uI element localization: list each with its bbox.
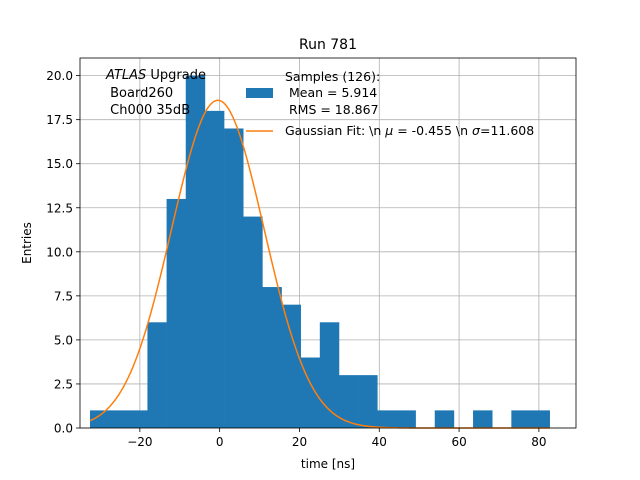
legend-patch-samples xyxy=(246,88,273,98)
histogram-bar xyxy=(473,410,493,428)
histogram-bar xyxy=(262,287,282,428)
histogram-bar xyxy=(530,410,550,428)
y-tick-label: 2.5 xyxy=(54,377,73,391)
histogram-bar xyxy=(128,410,148,428)
histogram-bar xyxy=(185,75,206,428)
histogram-bar xyxy=(434,410,455,428)
histogram-bar xyxy=(319,322,340,428)
atlas-annotation: ATLAS Upgrade Board260 Ch000 35dB xyxy=(105,68,206,118)
legend: Samples (126): Mean = 5.914 RMS = 18.867… xyxy=(246,69,534,138)
y-tick-label: 0.0 xyxy=(54,422,73,436)
legend-fit-text-b: = -0.455 \n xyxy=(393,123,472,138)
histogram-bar xyxy=(338,375,359,428)
histogram-bar xyxy=(166,198,187,428)
legend-samples-line-1: Samples (126): xyxy=(285,69,380,84)
y-tick-label: 20.0 xyxy=(46,69,73,83)
annotation-line-1: ATLAS Upgrade xyxy=(105,68,206,83)
y-tick-label: 7.5 xyxy=(54,289,73,303)
annotation-atlas: ATLAS xyxy=(105,68,146,83)
x-tick-label: 0 xyxy=(216,435,224,449)
x-axis-label: time [ns] xyxy=(301,457,355,471)
y-tick-label: 15.0 xyxy=(46,157,73,171)
y-tick-label: 12.5 xyxy=(46,201,73,215)
chart-title: Run 781 xyxy=(299,37,357,53)
histogram-bars xyxy=(89,75,550,428)
x-tick-label: −20 xyxy=(127,435,152,449)
histogram-bar xyxy=(224,128,244,428)
legend-fit-text-c: =11.608 xyxy=(480,123,534,138)
histogram-bar xyxy=(511,410,531,428)
histogram-bar xyxy=(243,216,263,428)
legend-fit-sigma: σ xyxy=(472,123,481,138)
legend-fit-mu: μ xyxy=(384,123,393,138)
annotation-upgrade: Upgrade xyxy=(146,68,206,83)
plot-frame xyxy=(79,57,577,429)
histogram-bar xyxy=(109,410,129,428)
annotation-line-3: Ch000 35dB xyxy=(106,103,190,118)
histogram-bar xyxy=(396,410,416,428)
legend-samples-line-2: Mean = 5.914 xyxy=(285,85,377,100)
histogram-bar xyxy=(377,410,397,428)
y-axis-ticks: 0.0 2.5 5.0 7.5 10.0 12.5 15.0 17.5 20.0 xyxy=(46,69,80,436)
x-tick-label: 40 xyxy=(372,435,387,449)
legend-fit-label: Gaussian Fit: \n μ = -0.455 \n σ=11.608 xyxy=(285,123,534,138)
x-tick-label: 80 xyxy=(531,435,546,449)
annotation-line-2: Board260 xyxy=(106,86,173,101)
x-tick-label: 20 xyxy=(292,435,307,449)
x-axis-ticks: −20 0 20 40 60 80 xyxy=(127,428,547,449)
histogram-bar xyxy=(147,322,167,428)
y-tick-label: 17.5 xyxy=(46,113,73,127)
histogram-bar xyxy=(281,304,301,428)
y-axis-label: Entries xyxy=(20,222,34,264)
legend-samples-line-3: RMS = 18.867 xyxy=(285,102,379,117)
histogram-bar xyxy=(358,375,378,428)
x-tick-label: 60 xyxy=(451,435,466,449)
histogram-bar xyxy=(204,110,225,428)
y-tick-label: 10.0 xyxy=(46,245,73,259)
histogram-bar xyxy=(89,410,110,428)
y-tick-label: 5.0 xyxy=(54,333,73,347)
legend-fit-text-a: Gaussian Fit: \n xyxy=(285,123,385,138)
